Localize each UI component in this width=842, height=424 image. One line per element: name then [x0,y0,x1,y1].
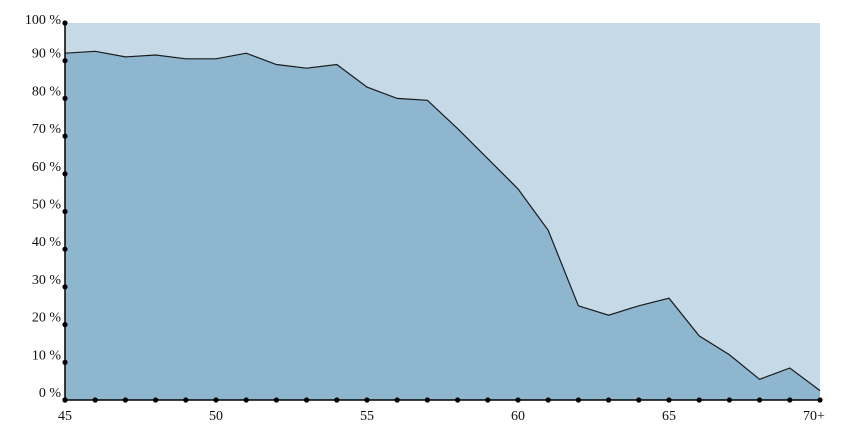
y-tick-mark [62,58,68,64]
y-tick-mark [62,133,68,139]
x-tick-mark [515,397,521,403]
y-tick-mark [62,359,68,365]
x-tick-label: 65 [662,409,676,424]
x-tick-mark [817,397,823,403]
y-tick-mark [62,95,68,101]
y-tick-mark [62,322,68,328]
x-tick-mark [122,397,128,403]
x-tick-mark [545,397,551,403]
x-tick-mark [787,397,793,403]
y-tick-label: 20 % [32,311,62,326]
y-tick-label: 50 % [32,198,62,213]
x-tick-mark [394,397,400,403]
x-tick-mark [243,397,249,403]
x-tick-mark [606,397,612,403]
x-tick-label: 70+ [803,409,825,424]
y-tick-label: 0 % [39,386,62,401]
x-tick-label: 45 [58,409,72,424]
y-tick-label: 60 % [32,160,62,175]
y-tick-label: 100 % [25,13,62,28]
x-tick-mark [757,397,763,403]
x-tick-mark [485,397,491,403]
y-tick-label: 80 % [32,84,62,99]
x-tick-mark [666,397,672,403]
series-area [65,51,820,401]
y-tick-label: 40 % [32,235,62,250]
x-tick-mark [364,397,370,403]
x-tick-mark [183,397,189,403]
x-tick-label: 60 [511,409,525,424]
x-tick-mark [455,397,461,403]
x-tick-mark [62,397,68,403]
y-axis-ticks [62,20,68,403]
x-tick-mark [92,397,98,403]
x-tick-mark [636,397,642,403]
x-tick-label: 50 [209,409,223,424]
y-tick-mark [62,284,68,290]
y-tick-label: 70 % [32,122,62,137]
y-tick-mark [62,171,68,177]
y-tick-label: 90 % [32,47,62,62]
y-tick-mark [62,20,68,26]
x-tick-mark [273,397,279,403]
x-tick-mark [726,397,733,403]
y-tick-mark [62,208,68,215]
x-axis-ticks [62,397,823,403]
x-tick-label: 55 [360,409,374,424]
x-tick-mark [304,397,310,403]
x-tick-mark [575,397,582,403]
y-tick-label: 10 % [32,348,62,363]
x-axis-labels: 45 50 55 60 65 70+ [58,409,825,424]
x-tick-mark [153,397,159,403]
x-tick-mark [213,397,219,403]
y-tick-mark [62,246,68,252]
x-tick-mark [696,397,702,403]
series-line [64,50,821,392]
x-tick-mark [424,397,430,403]
x-tick-mark [334,397,340,403]
y-axis-labels: 0 % 10 % 20 % 30 % 40 % 50 % 60 % 70 % 80 % 90 % 1… [25,13,62,401]
y-tick-label: 30 % [32,273,62,288]
